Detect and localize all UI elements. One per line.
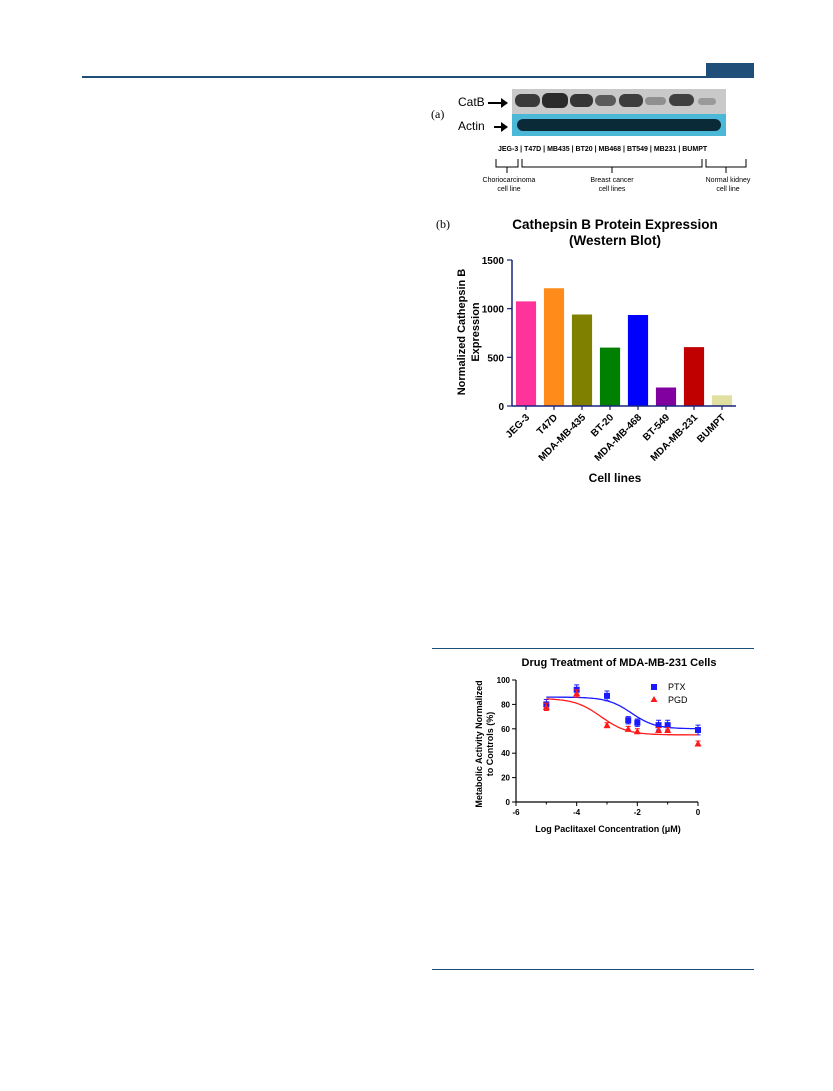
lane-label: BT549 <box>626 146 648 153</box>
group-label-choriocarcinoma: Choriocarcinoma cell line <box>482 177 536 193</box>
dose-chart-xtick-label: 0 <box>696 808 701 817</box>
actin-blot-image <box>512 114 726 136</box>
bar-chart-ylabel-line1: Normalized Cathepsin B <box>456 269 468 396</box>
fit-curve-ptx <box>546 696 698 730</box>
data-point-pgd <box>542 703 550 710</box>
dose-chart-ytick-label: 40 <box>501 749 510 758</box>
lane-labels: JEG-3 | T47D | MB435 | BT20 | MB468 | BT… <box>498 146 708 153</box>
data-point-pgd <box>694 739 702 747</box>
bar <box>711 395 733 406</box>
dose-chart-xlabel: Log Paclitaxel Concentration (μM) <box>535 824 681 834</box>
legend-ptx-label: PTX <box>668 682 686 692</box>
bar-chart-ytick-label: 0 <box>498 402 504 413</box>
dose-chart-ytick-label: 20 <box>501 774 510 783</box>
group-label-normal-kidney: Normal kidney cell line <box>705 177 751 193</box>
bar-chart-title: Cathepsin B Protein Expression <box>512 217 718 232</box>
actin-arrow <box>494 122 508 132</box>
legend-pgd-label: PGD <box>668 695 688 705</box>
header-rule <box>82 76 754 78</box>
data-point-pgd <box>633 727 641 735</box>
data-point-pgd <box>603 721 611 729</box>
data-point-ptx <box>695 727 701 734</box>
bar-chart-ylabel-line2: Expression <box>470 302 482 362</box>
header-tab <box>706 63 754 78</box>
dose-chart-ytick-label: 60 <box>501 725 510 734</box>
bar <box>627 314 649 406</box>
bar-chart-ytick-label: 1000 <box>482 305 505 316</box>
bar-chart: Cathepsin B Protein Expression (Western … <box>456 217 736 485</box>
dose-chart-ytick-label: 80 <box>501 700 510 709</box>
data-point-pgd <box>624 725 632 732</box>
data-point-pgd <box>664 726 672 734</box>
dose-chart-ytick-label: 100 <box>497 676 511 685</box>
bar-chart-category-label: T47D <box>535 412 560 437</box>
bar <box>515 301 537 406</box>
dose-chart-xtick-label: -4 <box>573 808 581 817</box>
data-point-ptx <box>604 692 610 699</box>
bar-chart-ytick-label: 500 <box>487 353 504 364</box>
lane-label: T47D <box>524 146 542 153</box>
legend-ptx-marker <box>651 684 657 690</box>
bar <box>571 314 593 406</box>
catb-label: CatB <box>458 95 485 109</box>
data-point-ptx <box>664 722 671 729</box>
data-point-pgd <box>655 726 663 734</box>
lane-label: MB468 <box>598 146 622 153</box>
bar-chart-category-label: JEG-3 <box>504 412 533 441</box>
bar-chart-category-label: BUMPT <box>695 412 728 445</box>
dose-chart-ylabel-line2: to Controls (%) <box>485 712 495 777</box>
data-point-pgd <box>573 689 581 697</box>
fit-curve-pgd <box>546 698 698 736</box>
lane-label: JEG-3 <box>498 146 519 153</box>
bar <box>543 288 565 406</box>
legend-pgd-marker <box>650 696 658 702</box>
data-point-ptx <box>634 719 641 726</box>
dose-response-chart: Drug Treatment of MDA-MB-231 Cells Metab… <box>474 657 717 834</box>
figure-rule-bottom <box>432 969 754 970</box>
bar <box>599 347 621 406</box>
bar <box>683 347 705 406</box>
dose-chart-xtick-label: -6 <box>512 808 520 817</box>
group-brackets <box>495 159 747 173</box>
lane-label: BT20 <box>575 146 593 153</box>
lane-label: MB231 <box>653 146 677 153</box>
bar-chart-subtitle: (Western Blot) <box>569 233 661 248</box>
bar-chart-xlabel: Cell lines <box>589 471 642 485</box>
group-label-breast-cancer: Breast cancer cell lines <box>590 177 634 193</box>
bar-chart-ytick-label: 1500 <box>482 256 505 267</box>
catb-blot-image <box>512 89 726 114</box>
bar <box>655 387 677 406</box>
lane-label: MB435 <box>547 146 570 153</box>
catb-arrow <box>488 98 508 108</box>
dose-chart-ytick-label: 0 <box>506 798 511 807</box>
dose-chart-xtick-label: -2 <box>634 808 642 817</box>
lane-label: BUMPT <box>682 146 708 153</box>
data-point-ptx <box>625 717 632 724</box>
panel-b-letter: (b) <box>436 217 450 231</box>
figure-rule-top <box>432 648 754 649</box>
data-point-ptx <box>655 722 662 729</box>
actin-label: Actin <box>458 119 485 133</box>
dose-chart-title: Drug Treatment of MDA-MB-231 Cells <box>522 657 717 669</box>
panel-a-letter: (a) <box>431 107 445 121</box>
dose-chart-ylabel-line1: Metabolic Activity Normalized <box>474 680 484 807</box>
